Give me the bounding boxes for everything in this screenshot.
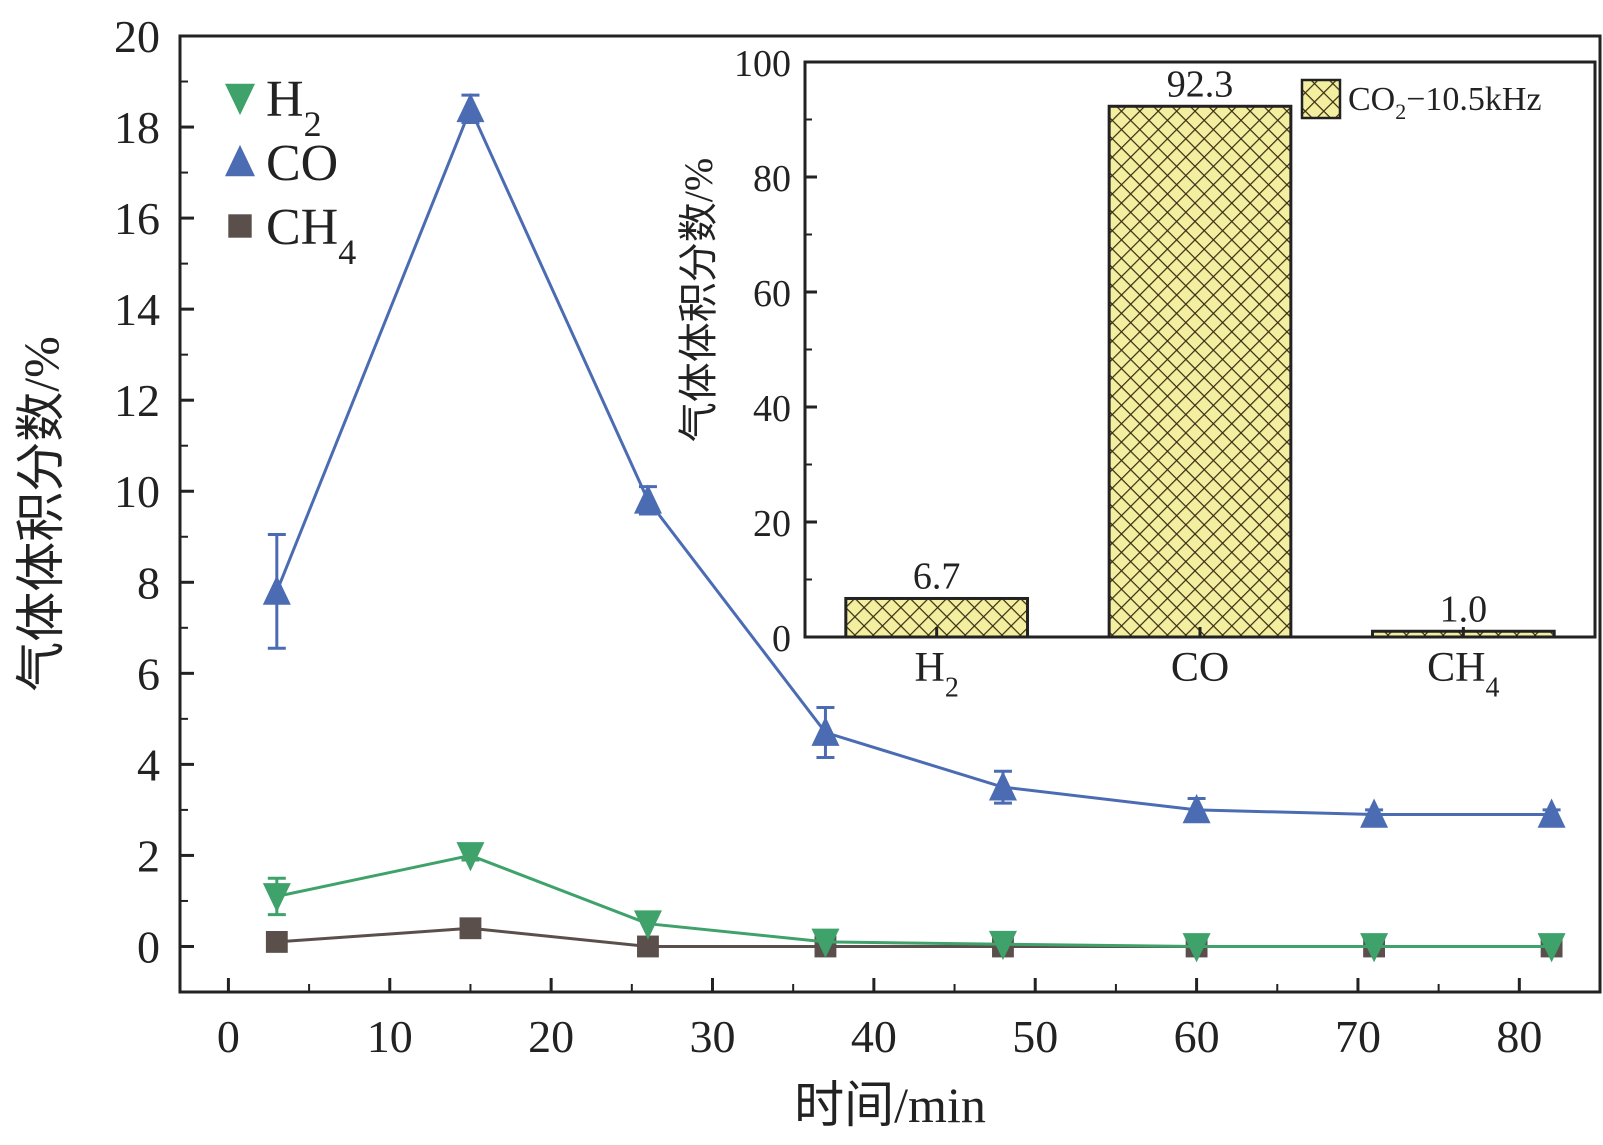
inset-category-label-0: H2 [914, 645, 958, 703]
x-tick-label-8: 80 [1496, 1011, 1542, 1062]
legend-marker-H2 [225, 83, 255, 116]
y-tick-label-0: 0 [137, 921, 160, 972]
series-line-H2 [276, 853, 1552, 948]
y-tick-label-3: 6 [137, 648, 160, 699]
legend-label-CO: CO [266, 135, 338, 192]
inset-legend-label-suffix: −10.5kHz [1406, 81, 1541, 118]
y-axis-title: 气体体积分数/% [13, 336, 69, 692]
inset-category-label-2: CH4 [1427, 645, 1499, 703]
inset-legend-label-base: CO [1348, 81, 1395, 118]
point-H2-2 [633, 910, 662, 940]
point-H2-1 [456, 842, 485, 872]
x-tick-label-6: 60 [1174, 1011, 1220, 1062]
y-tick-label-6: 12 [114, 375, 160, 426]
inset-bars-layer: 6.7 92.3 1.0 [844, 63, 1556, 639]
point-H2-3 [811, 928, 840, 958]
legend-label-CH4: CH4 [266, 199, 356, 272]
inset-y-tick-label-0: 0 [772, 618, 791, 660]
inset-y-axis-title: 气体体积分数/% [676, 158, 721, 442]
bar-value-label-0: 6.7 [913, 555, 961, 597]
x-axis-title: 时间/min [794, 1077, 986, 1133]
y-tick-label-7: 14 [114, 284, 160, 335]
bar-1 [1107, 104, 1293, 639]
inset-category-label-2-base: CH [1427, 645, 1485, 691]
point-CO-1 [456, 92, 485, 123]
legend-label-CH4-sub: 4 [338, 232, 356, 272]
legend-label-H2: H2 [266, 71, 322, 144]
series-H2 [262, 842, 1566, 963]
legend-label-H2-base: H [266, 71, 304, 128]
point-CO-5 [1182, 793, 1211, 824]
inset-category-label-0-base: H [914, 645, 944, 691]
point-CO-7 [1537, 798, 1566, 828]
inset-legend-swatch [1300, 78, 1342, 120]
y-tick-label-2: 4 [137, 739, 160, 790]
x-tick-label-7: 70 [1335, 1011, 1381, 1062]
point-CO-4 [988, 771, 1017, 801]
bar-value-label-2: 1.0 [1440, 588, 1488, 630]
point-H2-5 [1182, 933, 1211, 963]
inset-legend-label-sub: 2 [1395, 99, 1406, 124]
main-plot-frame [178, 34, 1602, 994]
inset-legend-label: CO2−10.5kHz [1348, 81, 1542, 124]
y-tick-label-10: 20 [114, 11, 160, 62]
x-tick-label-2: 20 [528, 1011, 574, 1062]
x-tick-label-3: 30 [690, 1011, 736, 1062]
point-H2-0 [262, 883, 291, 913]
inset-category-label-1-base: CO [1171, 645, 1229, 691]
legend-label-H2-sub: 2 [304, 104, 322, 144]
series-CO [262, 92, 1566, 828]
y-tick-label-9: 18 [114, 102, 160, 153]
bar-value-label-1: 92.3 [1167, 63, 1234, 105]
point-CO-3 [811, 716, 840, 746]
point-H2-4 [988, 930, 1017, 961]
inset-category-label-1: CO [1171, 645, 1229, 691]
legend-label-CH4-base: CH [266, 199, 338, 256]
inset-y-tick-label-3: 60 [753, 273, 791, 315]
point-CH4-0 [265, 931, 288, 953]
legend-label-CO-base: CO [266, 135, 338, 192]
x-tick-label-1: 10 [367, 1011, 413, 1062]
y-tick-label-5: 10 [114, 466, 160, 517]
x-tick-label-4: 40 [851, 1011, 897, 1062]
point-CH4-2 [637, 935, 659, 958]
legend-marker-CH4 [228, 214, 252, 238]
inset-y-tick-label-4: 80 [753, 158, 791, 200]
inset-legend: CO2−10.5kHz [1300, 78, 1542, 124]
point-H2-7 [1537, 933, 1566, 963]
y-tick-label-1: 2 [137, 830, 160, 881]
point-CH4-1 [459, 917, 482, 940]
inset-y-tick-label-5: 100 [734, 43, 791, 85]
point-CO-0 [262, 575, 291, 605]
inset-category-label-2-sub: 4 [1486, 672, 1500, 703]
y-tick-label-4: 8 [137, 557, 160, 608]
point-CO-2 [633, 484, 662, 514]
point-H2-6 [1360, 933, 1389, 963]
series-line-CO [275, 105, 1552, 816]
inset-y-tick-label-2: 40 [753, 388, 791, 430]
inset-category-label-0-sub: 2 [945, 672, 959, 703]
legend-marker-CO [225, 144, 255, 177]
x-tick-label-5: 50 [1012, 1011, 1058, 1062]
x-tick-label-0: 0 [217, 1011, 240, 1062]
main-series-layer [262, 92, 1566, 963]
inset-y-tick-label-1: 20 [753, 503, 791, 545]
y-tick-label-8: 16 [114, 193, 160, 244]
point-CO-6 [1360, 798, 1389, 828]
